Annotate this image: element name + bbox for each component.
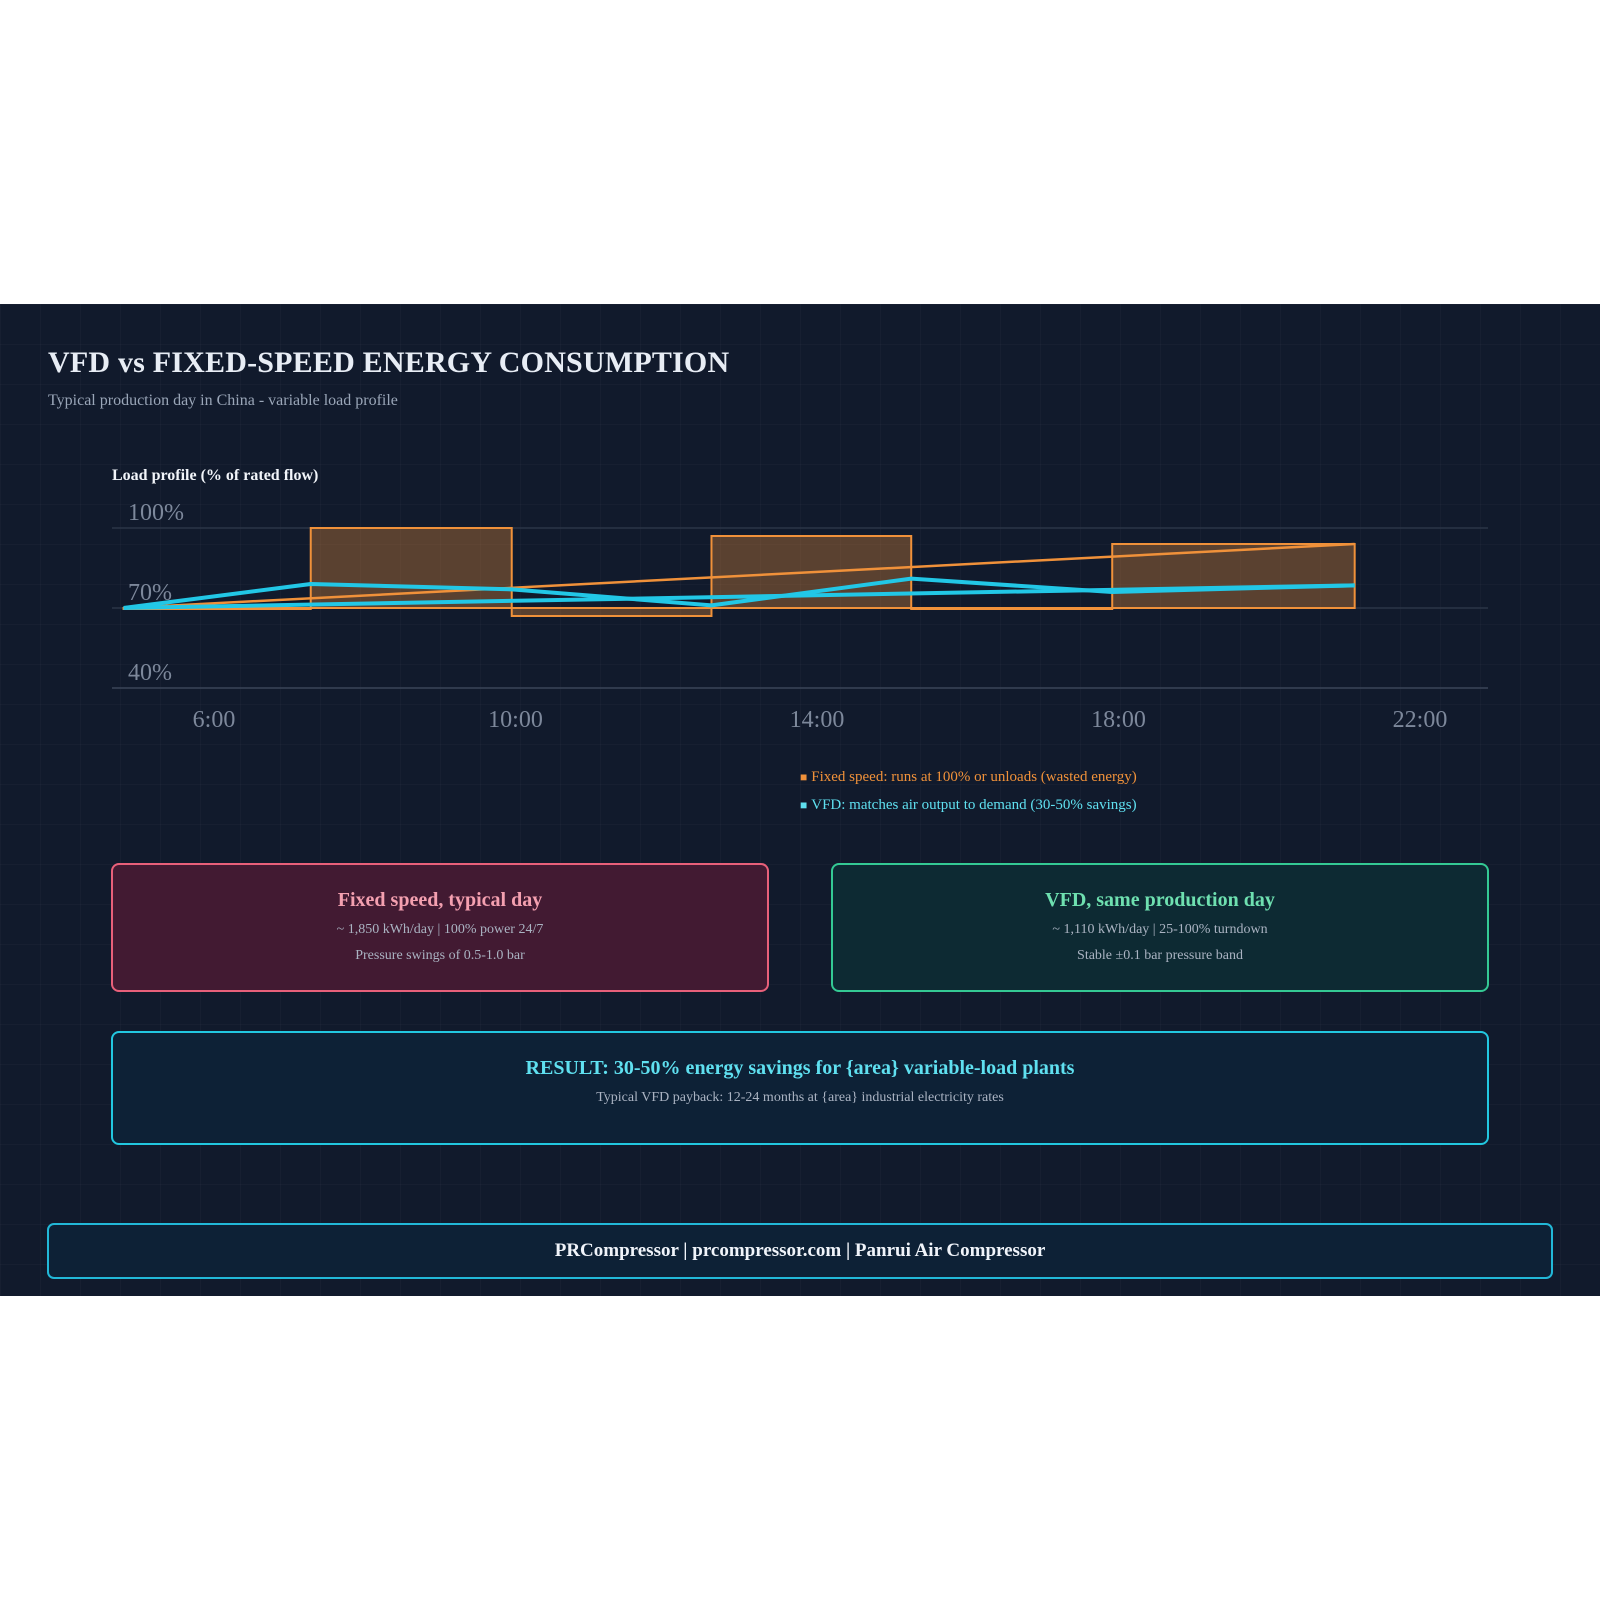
legend-fixed-speed: ■ Fixed speed: runs at 100% or unloads (w… <box>800 769 1137 786</box>
vfd-card: VFD, same production day ~ 1,110 kWh/day… <box>831 863 1489 992</box>
chart-svg: Load profile (% of rated flow) 100%70%40… <box>112 467 1488 733</box>
x-tick-label: 14:00 <box>790 707 845 733</box>
fixed-speed-card: Fixed speed, typical day ~ 1,850 kWh/day… <box>111 863 769 992</box>
page-title: VFD vs FIXED-SPEED ENERGY CONSUMPTION <box>48 346 730 379</box>
fixed-speed-trend-line <box>123 542 1355 610</box>
fixed-speed-card-pressure: Pressure swings of 0.5-1.0 bar <box>355 948 525 963</box>
fixed-speed-card-title: Fixed speed, typical day <box>337 889 543 911</box>
footer-brand-bar: PRCompressor | prcompressor.com | Panrui… <box>47 1223 1553 1279</box>
y-tick-label: 100% <box>128 500 184 526</box>
chart-title: Load profile (% of rated flow) <box>112 467 318 484</box>
legend-vfd: ■ VFD: matches air output to demand (30-5… <box>800 797 1137 814</box>
vfd-card-energy: ~ 1,110 kWh/day | 25-100% turndown <box>1052 922 1268 937</box>
legend-fixed-label: Fixed speed: runs at 100% or unloads (wa… <box>811 769 1137 785</box>
result-card-title: RESULT: 30-50% energy savings for {area}… <box>525 1057 1075 1079</box>
infographic-panel: VFD vs FIXED-SPEED ENERGY CONSUMPTION Ty… <box>0 304 1600 1296</box>
vfd-series-line <box>123 576 1355 610</box>
fixed-speed-card-energy: ~ 1,850 kWh/day | 100% power 24/7 <box>336 922 544 937</box>
fixed-speed-block <box>910 607 1114 610</box>
y-tick-label: 40% <box>128 660 172 686</box>
fixed-speed-block <box>510 607 713 617</box>
vfd-card-title: VFD, same production day <box>1045 889 1275 911</box>
x-tick-label: 10:00 <box>488 707 543 733</box>
vfd-card-pressure: Stable ±0.1 bar pressure band <box>1077 948 1243 963</box>
legend-vfd-swatch: ■ <box>800 798 808 812</box>
x-tick-label: 18:00 <box>1091 707 1146 733</box>
result-card-payback: Typical VFD payback: 12-24 months at {ar… <box>596 1090 1004 1105</box>
legend-fixed-swatch: ■ <box>800 770 808 784</box>
load-profile-chart: Load profile (% of rated flow) 100% 70% 40… <box>0 304 1600 864</box>
x-tick-label: 22:00 <box>1393 707 1448 733</box>
page-subtitle: Typical production day in China - variab… <box>48 392 398 409</box>
x-tick-label: 6:00 <box>193 707 236 733</box>
fixed-speed-block <box>309 527 513 609</box>
legend-vfd-label: VFD: matches air output to demand (30-50… <box>811 797 1137 813</box>
result-card: RESULT: 30-50% energy savings for {area}… <box>111 1031 1489 1145</box>
